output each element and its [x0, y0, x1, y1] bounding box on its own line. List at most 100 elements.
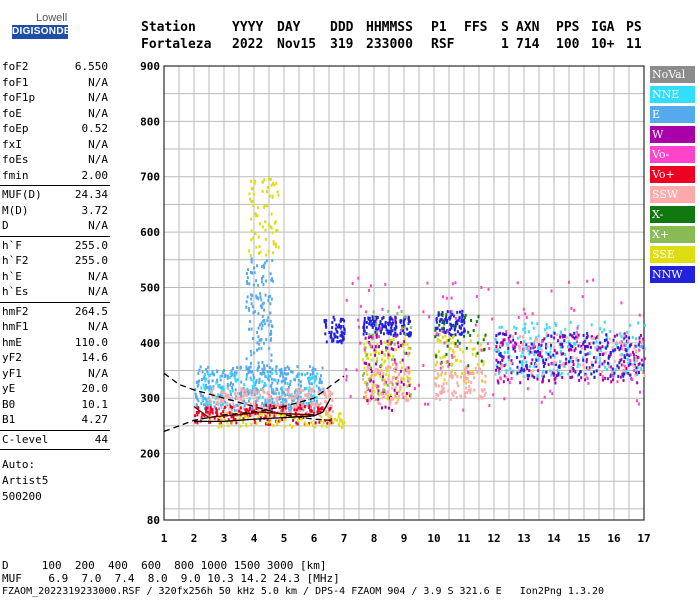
- echo-point: [285, 372, 288, 376]
- echo-point: [252, 203, 255, 207]
- echo-point: [582, 333, 585, 337]
- echo-point: [527, 330, 530, 334]
- echo-point: [388, 406, 391, 410]
- echo-point: [312, 411, 315, 415]
- echo-point: [209, 400, 212, 404]
- echo-point: [370, 345, 373, 349]
- echo-point: [312, 402, 315, 406]
- echo-point: [207, 380, 210, 384]
- echo-point: [297, 388, 300, 392]
- param-row: foE N/A: [2, 107, 108, 122]
- echo-point: [270, 377, 273, 381]
- echo-point: [452, 334, 455, 338]
- echo-point: [373, 373, 376, 377]
- echo-point: [363, 319, 366, 323]
- echo-point: [575, 335, 578, 339]
- echo-point: [252, 413, 255, 417]
- echo-point: [283, 391, 286, 395]
- param-row: M(D) 3.72: [2, 204, 108, 219]
- echo-point: [336, 340, 339, 344]
- echo-point: [501, 358, 504, 362]
- echo-point: [463, 380, 466, 384]
- echo-point: [554, 376, 557, 380]
- echo-point: [536, 349, 539, 353]
- echo-point: [308, 404, 311, 408]
- param-value: 255.0: [74, 254, 108, 267]
- echo-point: [215, 381, 218, 385]
- echo-point: [211, 372, 214, 376]
- echo-point: [634, 337, 637, 341]
- echo-point: [373, 316, 376, 320]
- echo-point: [335, 323, 338, 327]
- echo-point: [259, 372, 262, 376]
- echo-point: [306, 371, 309, 375]
- echo-point: [236, 408, 239, 412]
- echo-point: [514, 341, 517, 345]
- echo-point: [552, 353, 555, 357]
- echo-point: [209, 410, 212, 414]
- echo-point: [641, 370, 644, 374]
- echo-point: [457, 384, 460, 388]
- echo-point: [232, 367, 235, 371]
- echo-point: [609, 365, 612, 369]
- echo-point: [407, 334, 410, 338]
- echo-point: [480, 343, 483, 347]
- echo-point: [276, 387, 279, 391]
- echo-point: [269, 420, 272, 424]
- echo-point: [634, 344, 637, 348]
- echo-point: [442, 355, 445, 359]
- echo-point: [542, 365, 545, 369]
- echo-point: [487, 287, 490, 291]
- echo-point: [452, 350, 455, 354]
- echo-point: [406, 333, 409, 337]
- echo-point: [364, 397, 367, 401]
- echo-point: [220, 397, 223, 401]
- echo-point: [366, 365, 369, 369]
- echo-point: [249, 349, 252, 353]
- echo-point: [195, 410, 198, 414]
- echo-point: [304, 423, 307, 427]
- echo-point: [244, 388, 247, 392]
- echo-point: [441, 327, 444, 331]
- echo-point: [271, 390, 274, 394]
- echo-point: [413, 387, 416, 391]
- echo-point: [328, 416, 331, 420]
- echo-point: [212, 387, 215, 391]
- param-value: 3.72: [81, 203, 109, 217]
- echo-point: [540, 339, 543, 343]
- echo-point: [597, 332, 600, 336]
- echo-point: [203, 374, 206, 378]
- header-row1-col-7: S: [501, 20, 509, 35]
- echo-point: [240, 397, 243, 401]
- echo-point: [524, 330, 527, 334]
- echo-point: [218, 416, 221, 420]
- echo-point: [522, 307, 525, 311]
- echo-point: [316, 402, 319, 406]
- echo-point: [534, 363, 537, 367]
- echo-point: [255, 380, 258, 384]
- header-row2-col-5: RSF: [431, 37, 455, 52]
- echo-point: [448, 363, 451, 367]
- echo-point: [384, 282, 387, 286]
- echo-point: [359, 304, 362, 308]
- echo-point: [466, 391, 469, 395]
- echo-point: [442, 382, 445, 386]
- echo-point: [250, 200, 253, 204]
- echo-point: [244, 402, 247, 406]
- echo-point: [638, 348, 641, 352]
- echo-point: [363, 316, 366, 320]
- param-value: N/A: [88, 320, 108, 333]
- echo-point: [625, 339, 628, 343]
- echo-point: [395, 365, 398, 369]
- echo-point: [441, 295, 444, 299]
- echo-point: [266, 418, 269, 422]
- echo-point: [322, 391, 325, 395]
- echo-point: [327, 414, 330, 418]
- echo-point: [310, 382, 313, 386]
- echo-point: [510, 359, 513, 363]
- echo-point: [365, 325, 368, 329]
- echo-point: [226, 376, 229, 380]
- echo-point: [565, 357, 568, 361]
- echo-point: [622, 363, 625, 367]
- echo-point: [276, 396, 279, 400]
